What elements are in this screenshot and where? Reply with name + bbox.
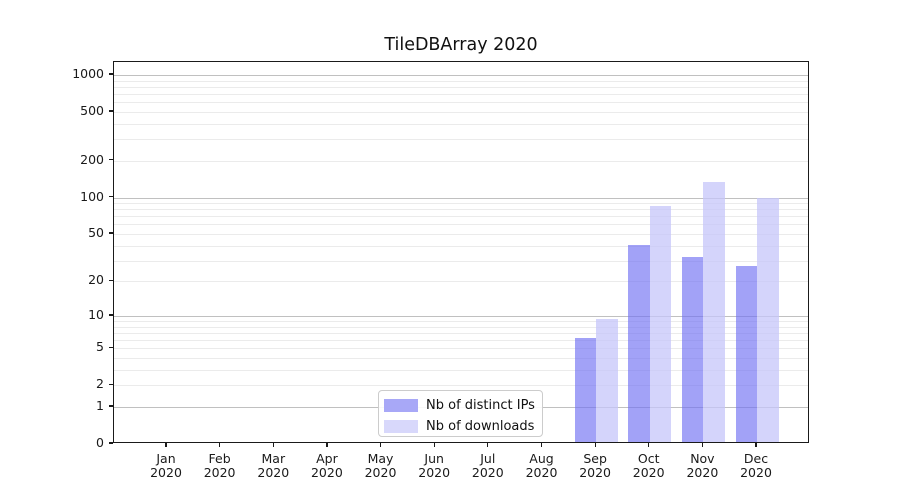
gridline-minor-900 — [114, 80, 808, 82]
gridline-minor-3 — [114, 370, 808, 371]
y-tick-mark-5 — [109, 346, 113, 348]
x-tick-label-mar: Mar 2020 — [257, 451, 290, 480]
gridline-minor-300 — [114, 139, 808, 141]
gridline-major-1000 — [114, 75, 808, 77]
plot-area — [113, 61, 809, 443]
y-tick-mark-1 — [109, 405, 113, 407]
chart-title: TileDBArray 2020 — [384, 35, 538, 55]
bar-downloads-sep — [596, 319, 618, 442]
legend-row-distinct-ips: Nb of distinct IPs — [384, 397, 542, 414]
x-tick-mark-jun — [433, 443, 435, 447]
y-tick-mark-500 — [109, 110, 113, 112]
gridline-minor-700 — [114, 94, 808, 95]
legend-swatch-distinct-ips — [384, 399, 418, 412]
gridline-minor-60 — [114, 224, 808, 226]
bar-distinct-ips-oct — [628, 245, 650, 442]
gridline-minor-500 — [114, 112, 808, 113]
y-tick-mark-50 — [109, 232, 113, 234]
x-tick-label-nov: Nov 2020 — [686, 451, 719, 480]
x-tick-mark-sep — [594, 443, 596, 447]
bar-downloads-dec — [757, 198, 779, 442]
gridline-major-10 — [114, 315, 808, 318]
y-tick-label-200: 200 — [80, 151, 104, 167]
gridline-minor-2 — [114, 385, 808, 387]
x-tick-label-dec: Dec 2020 — [740, 451, 772, 480]
bar-distinct-ips-nov — [681, 256, 704, 442]
gridline-minor-4 — [114, 358, 808, 359]
x-tick-label-oct: Oct 2020 — [632, 451, 665, 480]
gridline-minor-40 — [114, 245, 808, 247]
bars-layer — [114, 62, 808, 442]
x-tick-label-may: May 2020 — [364, 451, 397, 480]
x-tick-mark-jul — [487, 443, 489, 447]
legend: Nb of distinct IPs Nb of downloads — [378, 390, 543, 437]
x-tick-label-jul: Jul 2020 — [471, 451, 504, 480]
legend-swatch-downloads — [384, 420, 418, 433]
y-tick-mark-100 — [109, 195, 113, 198]
gridline-minor-80 — [114, 209, 808, 211]
x-tick-mark-jan — [165, 443, 167, 447]
x-tick-label-aug: Aug 2020 — [525, 451, 558, 480]
x-tick-mark-dec — [755, 443, 757, 447]
legend-label-downloads: Nb of downloads — [426, 419, 535, 434]
x-tick-label-jan: Jan 2020 — [150, 451, 182, 480]
gridline-minor-9 — [114, 321, 808, 322]
y-tick-mark-2 — [109, 383, 113, 385]
x-tick-mark-apr — [326, 443, 328, 447]
gridline-minor-200 — [114, 160, 808, 162]
legend-row-downloads: Nb of downloads — [384, 418, 542, 435]
x-tick-mark-feb — [219, 443, 221, 447]
y-tick-mark-1000 — [109, 73, 113, 75]
gridline-minor-6 — [114, 340, 808, 342]
gridline-minor-5 — [114, 348, 808, 350]
y-tick-label-1000: 1000 — [72, 66, 104, 81]
x-tick-label-sep: Sep 2020 — [579, 451, 611, 480]
y-tick-label-100: 100 — [80, 188, 104, 204]
x-tick-label-feb: Feb 2020 — [203, 451, 236, 480]
y-tick-label-1: 1 — [96, 398, 104, 413]
gridline-minor-30 — [114, 260, 808, 262]
bar-distinct-ips-sep — [574, 338, 597, 442]
y-tick-mark-200 — [109, 159, 113, 161]
x-tick-label-jun: Jun 2020 — [418, 451, 451, 480]
bar-downloads-nov — [703, 182, 725, 442]
y-tick-label-20: 20 — [88, 272, 104, 288]
bar-downloads-oct — [649, 206, 672, 442]
gridline-minor-800 — [114, 86, 808, 88]
y-tick-label-0: 0 — [96, 435, 104, 450]
x-tick-mark-nov — [701, 443, 704, 447]
gridline-minor-20 — [114, 281, 808, 283]
gridline-minor-70 — [114, 216, 808, 218]
y-tick-mark-10 — [109, 314, 113, 316]
y-tick-label-2: 2 — [96, 376, 104, 392]
gridline-minor-50 — [114, 234, 808, 235]
legend-label-distinct-ips: Nb of distinct IPs — [426, 398, 535, 413]
x-tick-mark-aug — [540, 443, 543, 447]
gridline-minor-7 — [114, 332, 808, 334]
y-tick-label-50: 50 — [88, 225, 104, 240]
x-tick-label-apr: Apr 2020 — [310, 451, 343, 480]
gridline-minor-90 — [114, 203, 808, 205]
y-tick-mark-0 — [109, 442, 113, 444]
gridline-minor-8 — [114, 326, 808, 328]
y-tick-label-500: 500 — [80, 103, 104, 118]
y-tick-mark-20 — [109, 279, 113, 282]
y-tick-label-10: 10 — [88, 306, 104, 322]
x-tick-mark-mar — [272, 443, 274, 447]
gridline-minor-600 — [114, 102, 808, 104]
y-tick-label-5: 5 — [96, 339, 104, 355]
gridline-major-100 — [114, 197, 808, 199]
x-tick-mark-oct — [648, 443, 650, 447]
gridlines-layer — [114, 62, 808, 442]
gridline-minor-400 — [114, 123, 808, 125]
bar-distinct-ips-dec — [735, 266, 757, 442]
x-tick-mark-may — [379, 443, 382, 447]
